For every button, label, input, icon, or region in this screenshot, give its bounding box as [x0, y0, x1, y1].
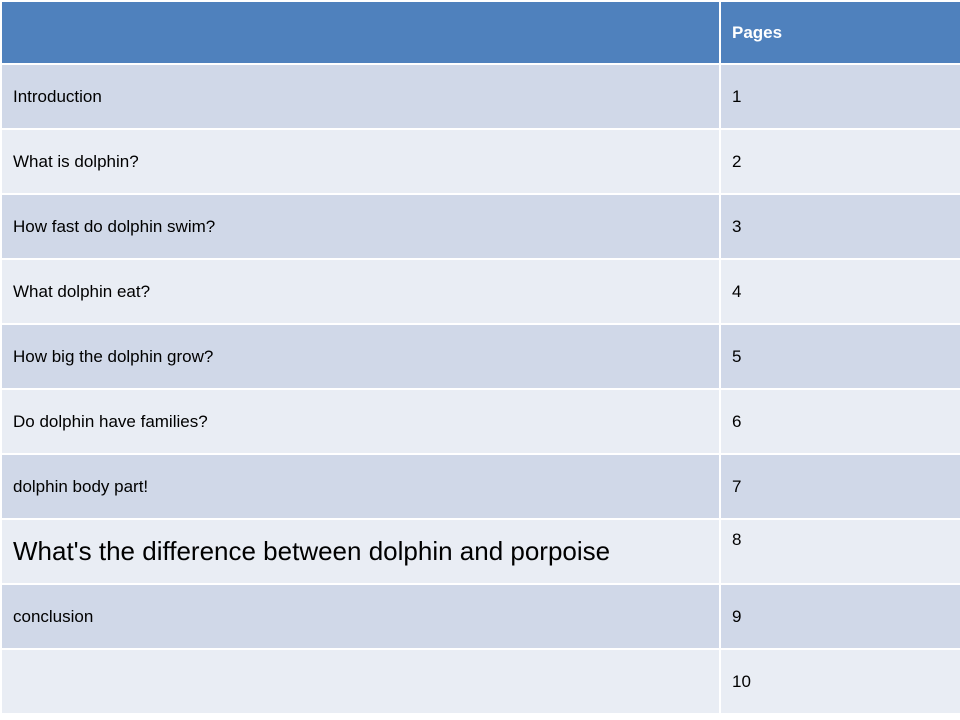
topic-cell: What dolphin eat?: [0, 258, 721, 325]
topic-cell: conclusion: [0, 583, 721, 650]
topic-cell: How big the dolphin grow?: [0, 323, 721, 390]
header-row: Pages: [0, 0, 960, 65]
page-number-cell: 8: [719, 518, 960, 585]
page-number-cell: 4: [719, 258, 960, 325]
table-row: How fast do dolphin swim? 3: [0, 193, 960, 260]
table-row: What is dolphin? 2: [0, 128, 960, 195]
topic-cell: What is dolphin?: [0, 128, 721, 195]
header-pages-cell: Pages: [719, 0, 960, 65]
header-topic-cell: [0, 0, 721, 65]
table-row: Introduction 1: [0, 63, 960, 130]
table-row: What dolphin eat? 4: [0, 258, 960, 325]
table-row: What's the difference between dolphin an…: [0, 518, 960, 585]
page-number-cell: 5: [719, 323, 960, 390]
page-number-cell: 2: [719, 128, 960, 195]
page-number-cell: 6: [719, 388, 960, 455]
table-row: How big the dolphin grow? 5: [0, 323, 960, 390]
page-number-cell: 1: [719, 63, 960, 130]
table-row: conclusion 9: [0, 583, 960, 650]
topic-cell: How fast do dolphin swim?: [0, 193, 721, 260]
topic-cell: dolphin body part!: [0, 453, 721, 520]
table-row: dolphin body part! 7: [0, 453, 960, 520]
topic-cell: Introduction: [0, 63, 721, 130]
topic-cell: [0, 648, 721, 715]
table-row: Do dolphin have families? 6: [0, 388, 960, 455]
page-number-cell: 7: [719, 453, 960, 520]
topic-cell: What's the difference between dolphin an…: [0, 518, 721, 585]
page-number-cell: 9: [719, 583, 960, 650]
topic-cell: Do dolphin have families?: [0, 388, 721, 455]
page-number-cell: 10: [719, 648, 960, 715]
page-number-cell: 3: [719, 193, 960, 260]
table-row: 10: [0, 648, 960, 715]
